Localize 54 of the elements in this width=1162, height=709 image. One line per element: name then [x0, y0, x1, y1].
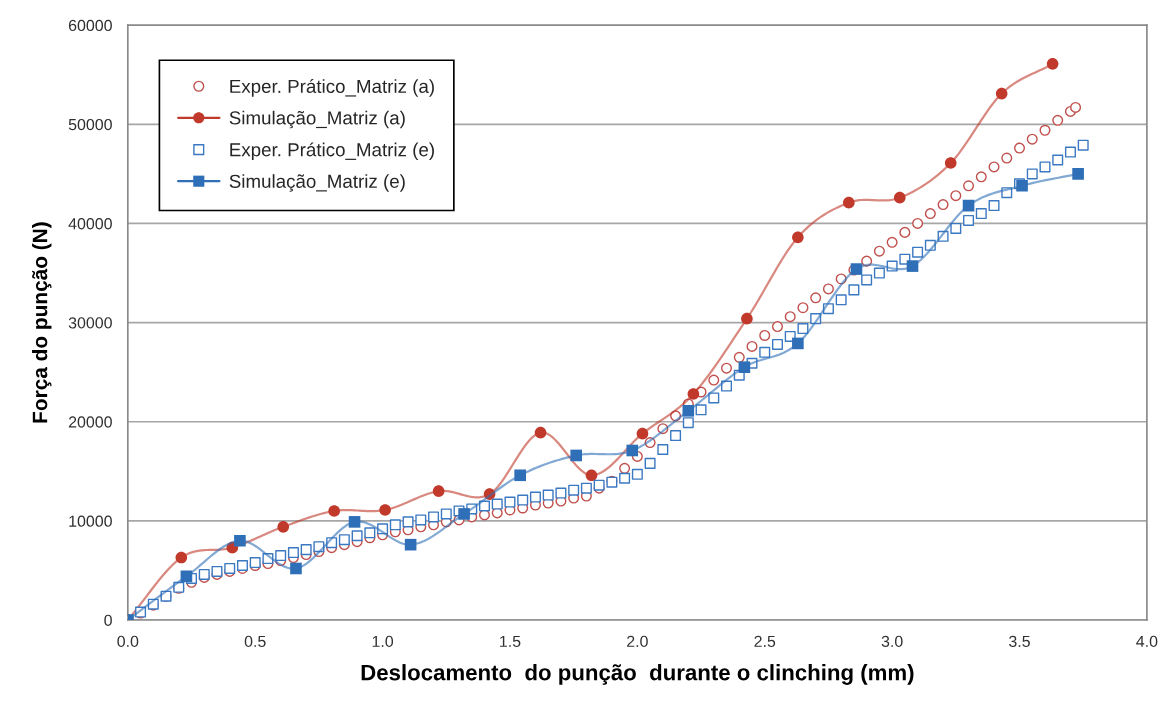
point [741, 312, 753, 325]
x-tick-label: 4.0 [1136, 635, 1158, 648]
y-tick-label: 40000 [68, 218, 112, 230]
x-axis-title: Deslocamento do punção durante o clinching (mm) [361, 664, 914, 685]
point [906, 260, 919, 272]
point [585, 469, 598, 482]
point [514, 469, 526, 482]
y-tick-label: 50000 [68, 118, 112, 131]
point [738, 361, 751, 374]
point [404, 538, 417, 551]
y-axis-title: Força do punção (N) [32, 222, 52, 423]
x-tick-label: 3.5 [1009, 635, 1030, 648]
point [1072, 168, 1084, 180]
y-tick-label: 10000 [69, 515, 112, 527]
point [962, 199, 975, 212]
point [432, 485, 445, 497]
point [175, 551, 188, 564]
point [379, 504, 391, 516]
point [792, 231, 804, 244]
point [792, 337, 804, 350]
point [626, 444, 639, 457]
point [180, 570, 193, 583]
point [1046, 58, 1059, 70]
x-tick-label: 0.5 [244, 635, 266, 648]
point [277, 521, 290, 533]
x-tick-label: 0.0 [117, 635, 139, 648]
x-tick-label: 3.0 [881, 635, 903, 648]
point [944, 157, 957, 169]
point [995, 87, 1008, 100]
point [458, 508, 470, 520]
point [348, 516, 361, 528]
y-tick-label: 30000 [68, 317, 112, 329]
y-tick-label: 20000 [68, 416, 112, 428]
point [843, 196, 855, 209]
point [328, 505, 340, 517]
legend-label: Exper. Prático_Matriz (a) [230, 79, 434, 97]
point [234, 534, 246, 547]
x-tick-label: 1.0 [372, 635, 394, 648]
legend-label: Exper. Prático_Matriz (e) [230, 142, 434, 161]
legend-label: Simulação_Matriz (e) [229, 174, 405, 192]
point [534, 426, 547, 439]
point [483, 488, 496, 500]
point [687, 388, 700, 400]
point [570, 449, 583, 462]
x-tick-label: 2.5 [754, 635, 776, 648]
x-tick-label: 1.5 [500, 635, 521, 648]
y-tick-label: 60000 [68, 19, 112, 32]
point [682, 405, 695, 417]
point [893, 191, 906, 204]
point [636, 427, 649, 440]
point [290, 562, 302, 575]
y-tick-label: 0 [104, 614, 112, 626]
legend-label: Simulação_Matriz (a) [229, 110, 405, 129]
x-tick-label: 2.0 [627, 635, 648, 648]
